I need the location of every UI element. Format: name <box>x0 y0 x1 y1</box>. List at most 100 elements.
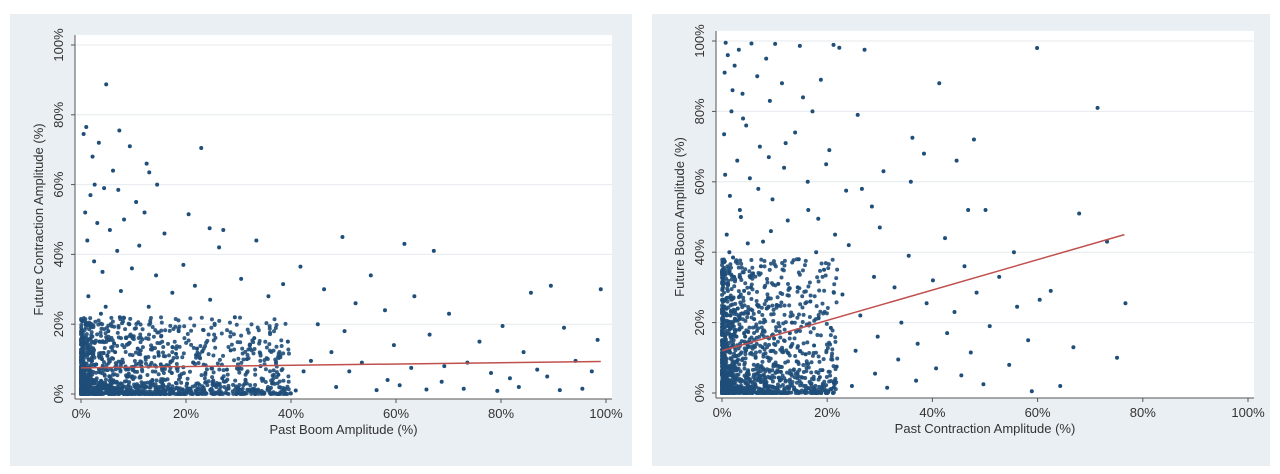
data-point <box>276 351 281 356</box>
data-point <box>745 390 750 395</box>
data-point <box>830 328 835 333</box>
data-point <box>227 320 232 325</box>
data-point <box>285 339 290 344</box>
data-point <box>756 186 761 191</box>
data-point <box>334 385 339 390</box>
data-point <box>92 182 97 187</box>
data-point <box>87 345 92 350</box>
data-point <box>109 356 114 361</box>
data-point <box>260 378 265 383</box>
data-point <box>137 243 142 248</box>
data-point <box>720 374 725 379</box>
data-point <box>192 323 197 328</box>
data-point <box>589 369 594 374</box>
data-point <box>739 261 744 266</box>
data-point <box>255 325 260 330</box>
data-point <box>262 358 267 363</box>
data-point <box>159 320 164 325</box>
data-point <box>739 339 744 344</box>
data-point <box>733 259 738 264</box>
data-point <box>195 391 200 396</box>
data-point <box>762 264 767 269</box>
data-point <box>737 385 742 390</box>
data-point <box>154 378 159 383</box>
data-point <box>156 372 161 377</box>
data-point <box>782 389 787 394</box>
data-point <box>160 380 165 385</box>
data-point <box>834 380 839 385</box>
data-point <box>757 144 762 149</box>
y-tick-label: 100% <box>692 24 707 58</box>
data-point <box>808 390 813 395</box>
data-point <box>823 273 828 278</box>
data-point <box>754 341 759 346</box>
data-point <box>773 41 778 46</box>
data-point <box>83 317 88 322</box>
data-point <box>803 258 808 263</box>
data-point <box>562 325 566 330</box>
data-point <box>811 326 816 331</box>
data-point <box>833 335 838 340</box>
data-point <box>174 346 179 351</box>
data-point <box>806 207 811 212</box>
data-point <box>254 238 259 243</box>
data-point <box>742 311 747 316</box>
data-point <box>769 281 774 286</box>
data-point <box>228 348 233 353</box>
data-point <box>224 367 229 372</box>
data-point <box>136 361 141 366</box>
data-point <box>757 349 762 354</box>
data-point <box>110 344 115 349</box>
data-point <box>828 373 833 378</box>
data-point <box>150 324 155 329</box>
data-point <box>191 345 196 350</box>
data-point <box>934 366 939 371</box>
data-point <box>757 309 762 314</box>
data-point <box>342 329 347 334</box>
plot-area <box>75 35 612 399</box>
data-point <box>750 265 755 270</box>
data-point <box>787 286 792 291</box>
data-point <box>96 318 101 323</box>
data-point <box>151 383 156 388</box>
data-point <box>402 241 407 246</box>
data-point <box>236 356 241 361</box>
data-point <box>797 328 802 333</box>
data-point <box>273 357 278 362</box>
data-point <box>424 387 429 392</box>
data-point <box>264 321 269 326</box>
data-point <box>133 326 138 331</box>
data-point <box>101 350 106 355</box>
data-point <box>753 274 758 279</box>
data-point <box>749 297 754 302</box>
data-point <box>92 389 97 394</box>
data-point <box>742 331 747 336</box>
data-point <box>819 261 824 266</box>
data-point <box>831 390 836 395</box>
data-point <box>738 215 743 219</box>
data-point <box>201 328 206 333</box>
data-point <box>212 323 217 328</box>
data-point <box>114 380 119 385</box>
data-point <box>764 56 769 61</box>
data-point <box>80 329 85 334</box>
data-point <box>812 386 817 391</box>
data-point <box>758 264 763 269</box>
data-point <box>197 355 202 360</box>
data-point <box>268 391 273 396</box>
data-point <box>102 372 107 377</box>
data-point <box>817 359 822 364</box>
data-point <box>173 391 178 396</box>
data-point <box>92 259 97 264</box>
data-point <box>193 361 198 366</box>
data-point <box>753 367 758 372</box>
data-point <box>161 387 166 392</box>
data-point <box>737 272 742 277</box>
data-point <box>743 356 748 361</box>
data-point <box>535 367 540 372</box>
data-point <box>271 372 276 377</box>
data-point <box>743 281 748 286</box>
data-point <box>203 344 208 349</box>
data-point <box>100 269 105 274</box>
data-point <box>728 356 733 361</box>
